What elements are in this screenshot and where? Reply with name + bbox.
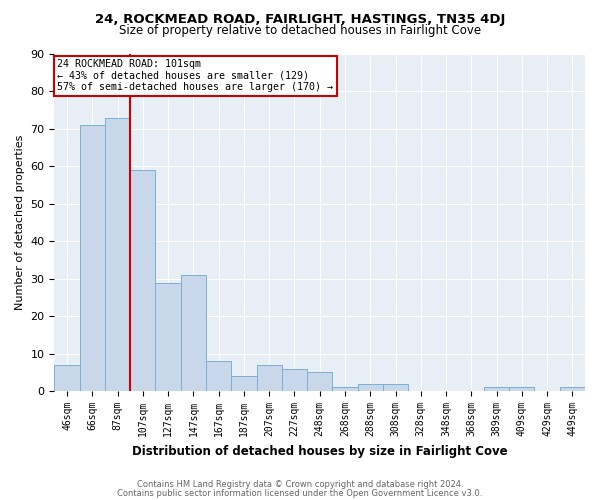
Bar (257, 365, 282, 391)
Bar (332, 388, 358, 391)
Bar (155, 282, 181, 391)
Bar (80, 125, 105, 391)
Bar (560, 388, 585, 391)
Text: Contains public sector information licensed under the Open Government Licence v3: Contains public sector information licen… (118, 488, 482, 498)
Y-axis label: Number of detached properties: Number of detached properties (15, 135, 25, 310)
Bar (231, 376, 257, 391)
Bar (509, 388, 535, 391)
Text: 24 ROCKMEAD ROAD: 101sqm
← 43% of detached houses are smaller (129)
57% of semi-: 24 ROCKMEAD ROAD: 101sqm ← 43% of detach… (57, 59, 333, 92)
Bar (55, 365, 80, 391)
Bar (484, 388, 509, 391)
Bar (130, 170, 155, 391)
Bar (307, 372, 332, 391)
Bar (358, 384, 383, 391)
X-axis label: Distribution of detached houses by size in Fairlight Cove: Distribution of detached houses by size … (132, 444, 508, 458)
Bar (383, 384, 408, 391)
Text: Size of property relative to detached houses in Fairlight Cove: Size of property relative to detached ho… (119, 24, 481, 37)
Bar (105, 118, 130, 391)
Text: Contains HM Land Registry data © Crown copyright and database right 2024.: Contains HM Land Registry data © Crown c… (137, 480, 463, 489)
Bar (206, 361, 231, 391)
Bar (282, 368, 307, 391)
Bar (181, 275, 206, 391)
Text: 24, ROCKMEAD ROAD, FAIRLIGHT, HASTINGS, TN35 4DJ: 24, ROCKMEAD ROAD, FAIRLIGHT, HASTINGS, … (95, 12, 505, 26)
